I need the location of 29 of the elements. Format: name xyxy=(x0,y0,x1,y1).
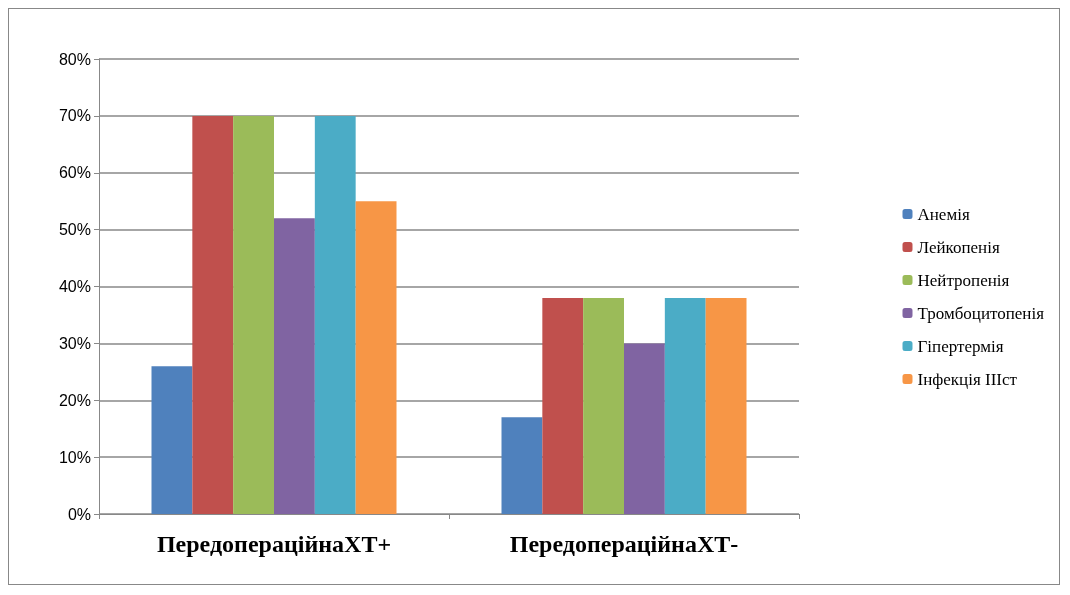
bar xyxy=(583,297,624,514)
bar xyxy=(151,366,193,514)
legend-label: Анемія xyxy=(917,204,970,224)
y-tick-label: 10% xyxy=(58,448,91,466)
legend-label: Гіпертермія xyxy=(917,336,1004,356)
legend-label: Інфекція ІІІст xyxy=(917,369,1018,389)
y-tick-label: 70% xyxy=(58,107,91,125)
legend-label: Нейтропенія xyxy=(917,270,1010,290)
y-tick-label: 30% xyxy=(58,334,91,352)
x-tick-label: ПередопераційнаХТ- xyxy=(509,531,739,557)
legend-label: Лейкопенія xyxy=(917,237,1000,257)
bar xyxy=(233,115,274,514)
y-tick-label: 80% xyxy=(58,50,91,68)
bar xyxy=(542,297,584,514)
bar xyxy=(501,417,543,514)
bar xyxy=(624,343,665,514)
legend-label: Тромбоцитопенія xyxy=(917,303,1045,323)
bar xyxy=(314,115,356,514)
y-tick-label: 40% xyxy=(58,278,91,295)
x-tick-label: ПередопераційнаХТ+ xyxy=(156,531,392,557)
y-tick-label: 0% xyxy=(67,505,91,523)
bar xyxy=(664,297,706,514)
bar xyxy=(274,218,315,514)
y-tick-label: 50% xyxy=(58,221,91,239)
bar xyxy=(192,115,234,514)
y-tick-label: 60% xyxy=(58,164,91,182)
bar xyxy=(355,201,397,514)
y-tick-label: 20% xyxy=(58,391,91,409)
bar xyxy=(705,297,747,514)
